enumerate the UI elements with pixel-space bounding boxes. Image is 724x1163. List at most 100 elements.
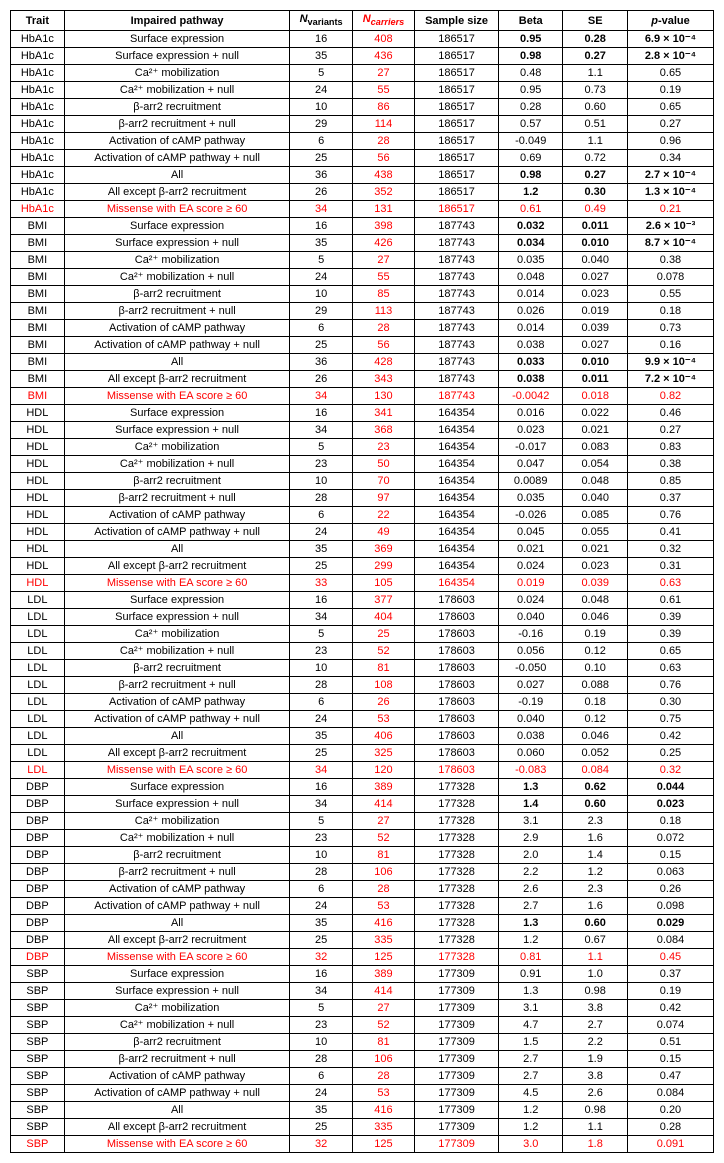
cell-nvariants: 23 <box>290 830 352 847</box>
cell-nvariants: 32 <box>290 1136 352 1153</box>
cell-trait: SBP <box>11 1102 65 1119</box>
cell-pvalue: 0.76 <box>627 507 713 524</box>
cell-nvariants: 10 <box>290 473 352 490</box>
cell-se: 0.12 <box>563 643 627 660</box>
cell-ncarriers: 28 <box>352 881 414 898</box>
cell-ncarriers: 50 <box>352 456 414 473</box>
cell-pathway: All except β-arr2 recruitment <box>64 932 290 949</box>
cell-ncarriers: 27 <box>352 1000 414 1017</box>
cell-sample: 164354 <box>415 473 499 490</box>
cell-pvalue: 8.7 × 10⁻⁴ <box>627 235 713 252</box>
cell-pathway: All <box>64 354 290 371</box>
cell-sample: 177328 <box>415 847 499 864</box>
cell-trait: SBP <box>11 1051 65 1068</box>
cell-se: 0.27 <box>563 167 627 184</box>
table-row: BMIActivation of cAMP pathway6281877430.… <box>11 320 714 337</box>
cell-se: 0.040 <box>563 490 627 507</box>
cell-sample: 186517 <box>415 31 499 48</box>
cell-pathway: Ca²⁺ mobilization + null <box>64 456 290 473</box>
cell-se: 0.60 <box>563 796 627 813</box>
cell-sample: 178603 <box>415 762 499 779</box>
table-row: BMISurface expression163981877430.0320.0… <box>11 218 714 235</box>
cell-ncarriers: 81 <box>352 660 414 677</box>
cell-sample: 177309 <box>415 1017 499 1034</box>
cell-trait: LDL <box>11 643 65 660</box>
cell-trait: LDL <box>11 694 65 711</box>
cell-pathway: All except β-arr2 recruitment <box>64 1119 290 1136</box>
cell-pathway: Missense with EA score ≥ 60 <box>64 762 290 779</box>
cell-beta: 0.024 <box>498 558 562 575</box>
cell-ncarriers: 369 <box>352 541 414 558</box>
cell-se: 0.10 <box>563 660 627 677</box>
cell-sample: 187743 <box>415 269 499 286</box>
cell-pvalue: 0.46 <box>627 405 713 422</box>
cell-trait: HbA1c <box>11 150 65 167</box>
cell-pvalue: 0.31 <box>627 558 713 575</box>
cell-ncarriers: 398 <box>352 218 414 235</box>
cell-sample: 177309 <box>415 1000 499 1017</box>
cell-pvalue: 0.65 <box>627 65 713 82</box>
cell-ncarriers: 56 <box>352 337 414 354</box>
cell-sample: 177328 <box>415 932 499 949</box>
cell-nvariants: 5 <box>290 439 352 456</box>
cell-beta: 0.027 <box>498 677 562 694</box>
table-row: SBPSurface expression163891773090.911.00… <box>11 966 714 983</box>
cell-sample: 177309 <box>415 1136 499 1153</box>
cell-nvariants: 33 <box>290 575 352 592</box>
cell-pvalue: 0.30 <box>627 694 713 711</box>
cell-beta: 0.038 <box>498 371 562 388</box>
cell-pvalue: 0.61 <box>627 592 713 609</box>
cell-nvariants: 28 <box>290 1051 352 1068</box>
cell-se: 0.048 <box>563 592 627 609</box>
table-row: DBPβ-arr2 recruitment + null281061773282… <box>11 864 714 881</box>
cell-se: 0.084 <box>563 762 627 779</box>
cell-sample: 178603 <box>415 728 499 745</box>
cell-beta: 3.0 <box>498 1136 562 1153</box>
cell-pathway: Missense with EA score ≥ 60 <box>64 201 290 218</box>
table-row: HbA1cMissense with EA score ≥ 6034131186… <box>11 201 714 218</box>
cell-sample: 186517 <box>415 48 499 65</box>
cell-beta: 1.2 <box>498 1102 562 1119</box>
cell-beta: -0.0042 <box>498 388 562 405</box>
cell-pvalue: 0.32 <box>627 541 713 558</box>
cell-beta: 0.040 <box>498 609 562 626</box>
table-row: HDLCa²⁺ mobilization523164354-0.0170.083… <box>11 439 714 456</box>
cell-trait: SBP <box>11 966 65 983</box>
cell-pvalue: 0.65 <box>627 99 713 116</box>
cell-pathway: Activation of cAMP pathway <box>64 881 290 898</box>
cell-se: 0.027 <box>563 269 627 286</box>
cell-se: 0.011 <box>563 218 627 235</box>
cell-beta: -0.16 <box>498 626 562 643</box>
table-row: DBPAll except β-arr2 recruitment25335177… <box>11 932 714 949</box>
cell-beta: 0.019 <box>498 575 562 592</box>
cell-pathway: Surface expression <box>64 31 290 48</box>
cell-pvalue: 0.27 <box>627 422 713 439</box>
table-row: HDLAll except β-arr2 recruitment25299164… <box>11 558 714 575</box>
cell-se: 0.98 <box>563 1102 627 1119</box>
cell-ncarriers: 106 <box>352 1051 414 1068</box>
cell-pathway: Missense with EA score ≥ 60 <box>64 575 290 592</box>
cell-pathway: β-arr2 recruitment <box>64 660 290 677</box>
cell-beta: 2.0 <box>498 847 562 864</box>
cell-se: 2.2 <box>563 1034 627 1051</box>
cell-pvalue: 2.7 × 10⁻⁴ <box>627 167 713 184</box>
cell-trait: DBP <box>11 779 65 796</box>
cell-se: 0.052 <box>563 745 627 762</box>
cell-sample: 186517 <box>415 116 499 133</box>
cell-pvalue: 0.37 <box>627 490 713 507</box>
cell-trait: BMI <box>11 235 65 252</box>
cell-ncarriers: 325 <box>352 745 414 762</box>
cell-pvalue: 0.091 <box>627 1136 713 1153</box>
cell-ncarriers: 97 <box>352 490 414 507</box>
cell-ncarriers: 81 <box>352 847 414 864</box>
cell-ncarriers: 27 <box>352 813 414 830</box>
cell-nvariants: 24 <box>290 524 352 541</box>
cell-sample: 187743 <box>415 354 499 371</box>
cell-sample: 186517 <box>415 167 499 184</box>
table-row: DBPSurface expression163891773281.30.620… <box>11 779 714 796</box>
cell-pathway: β-arr2 recruitment <box>64 286 290 303</box>
cell-beta: 2.2 <box>498 864 562 881</box>
cell-beta: 1.3 <box>498 915 562 932</box>
cell-nvariants: 6 <box>290 694 352 711</box>
cell-trait: SBP <box>11 1068 65 1085</box>
